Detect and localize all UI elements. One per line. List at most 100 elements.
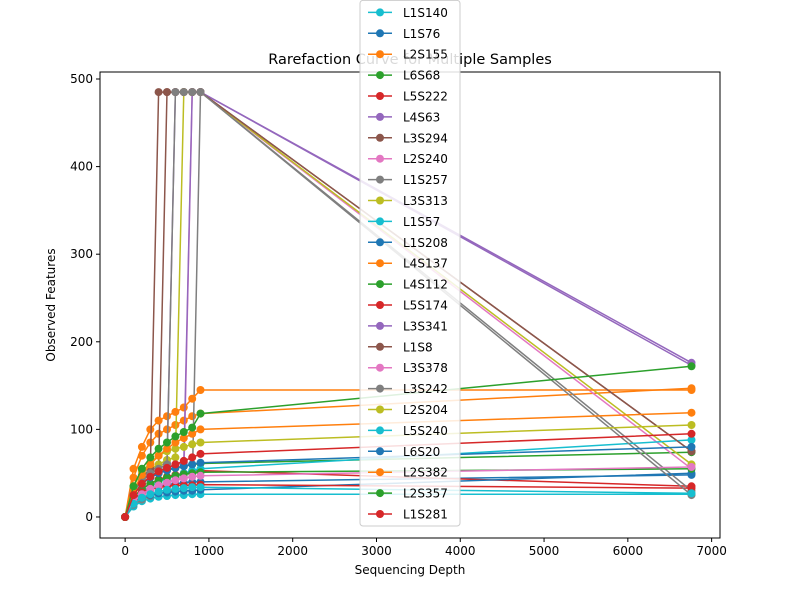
legend-swatch-marker <box>376 280 384 289</box>
data-point-L4S137-5 <box>163 412 171 421</box>
y-axis-label: Observed Features <box>44 248 58 361</box>
data-point-L6S20-9 <box>196 458 205 467</box>
legend-swatch-marker <box>376 489 384 498</box>
data-point-L2S382-5 <box>163 444 171 453</box>
data-point-L5S240-2 <box>137 493 146 502</box>
legend-swatch-marker <box>376 217 384 226</box>
legend-entry-L2S240: L2S240 <box>368 152 448 166</box>
x-tick-label: 7000 <box>696 544 727 558</box>
data-point-L3S378-10 <box>687 463 696 471</box>
legend-entry-L6S20: L6S20 <box>368 445 440 459</box>
legend-label: L2S155 <box>403 48 448 62</box>
legend-entry-L1S8: L1S8 <box>368 340 433 354</box>
y-tick-label: 300 <box>70 247 93 261</box>
data-point-L2S382-4 <box>154 451 163 460</box>
data-point-L1S281-8 <box>188 453 197 462</box>
legend-label: L5S240 <box>403 424 448 438</box>
data-point-L5S240-8 <box>188 483 197 492</box>
data-point-L2S357-4 <box>154 444 163 453</box>
data-point-L2S357-1 <box>129 482 138 491</box>
legend-swatch-marker <box>376 92 384 100</box>
data-point-L2S357-3 <box>146 453 155 462</box>
data-point-L6S20-8 <box>188 460 197 469</box>
data-point-L3S242-6 <box>171 88 180 97</box>
data-point-L1S281-2 <box>137 479 146 488</box>
data-point-L2S357-5 <box>163 438 171 447</box>
legend-label: L2S204 <box>403 403 448 417</box>
data-point-L4S137-3 <box>146 425 155 434</box>
legend-entry-L4S137: L4S137 <box>368 257 448 271</box>
data-point-L5S240-6 <box>171 484 180 493</box>
data-point-L5S240-3 <box>146 490 155 499</box>
legend-entry-L3S341: L3S341 <box>368 319 448 333</box>
data-point-L3S378-4 <box>154 481 163 490</box>
data-point-L2S204-9 <box>196 438 205 447</box>
legend-entry-L1S140: L1S140 <box>368 6 448 20</box>
legend-swatch-marker <box>376 405 384 414</box>
legend-swatch-marker <box>376 50 384 59</box>
data-point-L1S281-7 <box>179 456 188 465</box>
legend-entry-L5S174: L5S174 <box>368 299 448 313</box>
legend-entry-L1S208: L1S208 <box>368 236 448 250</box>
data-point-L4S137-4 <box>154 416 163 425</box>
data-point-L1S281-3 <box>146 472 155 481</box>
data-point-L3S378-7 <box>179 474 188 483</box>
data-point-L4S137-2 <box>137 442 146 451</box>
data-point-L1S281-0 <box>121 513 130 521</box>
x-tick-label: 1000 <box>194 544 225 558</box>
y-tick-label: 500 <box>70 72 93 86</box>
data-point-L3S378-5 <box>163 478 171 487</box>
legend-entry-L2S155: L2S155 <box>368 48 448 62</box>
data-point-L5S240-10 <box>687 489 696 498</box>
legend-swatch-marker <box>376 196 384 205</box>
data-point-L5S240-9 <box>196 483 205 492</box>
x-axis-label: Sequencing Depth <box>355 563 466 577</box>
legend-box <box>359 0 461 527</box>
data-point-L3S378-9 <box>196 471 205 480</box>
data-point-L2S155-7 <box>179 416 188 425</box>
legend-label: L3S294 <box>403 131 448 145</box>
data-point-L2S357-8 <box>188 423 197 432</box>
y-tick-label: 200 <box>70 335 93 349</box>
legend-entry-L1S76: L1S76 <box>368 27 440 41</box>
legend-entry-L2S357: L2S357 <box>368 487 448 501</box>
legend-label: L6S20 <box>403 445 440 459</box>
legend-entry-L4S112: L4S112 <box>368 278 448 292</box>
legend-entry-L5S222: L5S222 <box>368 90 448 104</box>
legend-label: L6S68 <box>403 69 440 83</box>
legend-swatch-marker <box>376 71 384 80</box>
legend-swatch-marker <box>376 238 384 247</box>
data-point-L4S137-6 <box>171 407 180 416</box>
legend-label: L1S8 <box>403 340 433 354</box>
legend-entry-L5S240: L5S240 <box>368 424 448 438</box>
data-point-L4S137-1 <box>129 464 138 473</box>
data-point-L4S137-10 <box>687 386 696 394</box>
data-point-L2S155-5 <box>163 425 171 434</box>
data-point-L1S281-9 <box>196 449 205 458</box>
x-tick-label: 4000 <box>445 544 476 558</box>
series-L1S281 <box>121 429 696 521</box>
legend-entry-L4S63: L4S63 <box>368 110 440 124</box>
data-point-L2S382-9 <box>196 425 205 434</box>
legend-label: L4S112 <box>403 278 448 292</box>
legend-swatch-marker <box>376 321 384 330</box>
y-tick-label: 100 <box>70 422 93 436</box>
data-point-L2S357-7 <box>179 428 188 436</box>
x-tick-label: 3000 <box>361 544 392 558</box>
legend-entry-L3S313: L3S313 <box>368 194 448 208</box>
data-point-L5S240-4 <box>154 487 163 496</box>
legend-swatch-marker <box>376 175 384 184</box>
legend-label: L1S208 <box>403 236 448 250</box>
data-point-L6S20-10 <box>687 442 696 451</box>
legend-label: L3S341 <box>403 319 448 333</box>
data-point-L2S382-3 <box>146 460 155 469</box>
data-point-L2S382-10 <box>687 408 696 417</box>
data-point-L4S137-8 <box>188 394 197 403</box>
data-point-L5S240-5 <box>163 485 171 494</box>
data-point-L2S357-2 <box>137 464 146 473</box>
legend-entry-L1S281: L1S281 <box>368 508 448 522</box>
y-tick-label: 0 <box>85 510 93 524</box>
data-point-L3S313-6 <box>171 453 180 462</box>
